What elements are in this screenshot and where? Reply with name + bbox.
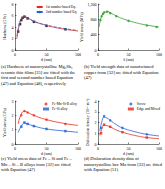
svg-text:1: 1 [12, 127, 14, 132]
svg-text:4: 4 [12, 25, 14, 30]
svg-text:0: 0 [14, 146, 16, 151]
svg-text:0: 0 [14, 52, 16, 57]
svg-text:(a) Hardness of nanocrystallin: (a) Hardness of nanocrystalline Mg₃Sb₂ [1, 64, 74, 69]
svg-text:Fe-Mn-Si-B alloy: Fe-Mn-Si-B alloy [52, 102, 77, 106]
svg-text:Screw: Screw [137, 102, 146, 106]
svg-text:3: 3 [12, 99, 14, 104]
svg-text:100: 100 [156, 146, 162, 151]
svg-text:50: 50 [127, 52, 131, 57]
svg-text:Hardness (GPa): Hardness (GPa) [2, 14, 7, 40]
svg-text:0: 0 [94, 141, 97, 147]
svg-text:1,200: 1,200 [88, 2, 97, 8]
svg-text:50: 50 [45, 146, 49, 151]
svg-text:2nd number based Eq.: 2nd number based Eq. [46, 10, 77, 14]
svg-text:100: 100 [75, 52, 81, 57]
svg-text:Yield stress (GPa): Yield stress (GPa) [2, 107, 7, 137]
svg-text:3: 3 [95, 109, 97, 114]
svg-text:Edge and Mixed: Edge and Mixed [137, 107, 160, 111]
svg-text:0: 0 [11, 141, 14, 147]
svg-text:d (nm): d (nm) [41, 151, 52, 156]
svg-text:(d) Dislocation density data o: (d) Dislocation density data of [84, 156, 140, 161]
svg-text:6: 6 [12, 13, 14, 18]
svg-text:400: 400 [91, 32, 97, 37]
svg-text:λ (nm): λ (nm) [123, 57, 134, 62]
svg-text:50: 50 [45, 52, 49, 57]
svg-text:(47): (47) [84, 75, 92, 80]
svg-text:1: 1 [95, 131, 97, 136]
svg-text:0: 0 [97, 52, 99, 57]
svg-text:(c) Yield stress data of Fe –: (c) Yield stress data of Fe – Si and Fe … [1, 156, 73, 161]
svg-text:100: 100 [75, 146, 81, 151]
svg-text:(b) Yield strength data of nan: (b) Yield strength data of nanotwinned [84, 64, 155, 69]
svg-text:Mn – Si – B alloys from [32] a: Mn – Si – B alloys from [32] are fitted [1, 162, 72, 167]
svg-text:0: 0 [97, 146, 99, 151]
svg-text:with Equation (51): with Equation (51) [84, 167, 118, 172]
svg-text:Dislocation density (10¹⁵ m⁻²): Dislocation density (10¹⁵ m⁻²) [85, 98, 90, 146]
svg-text:Yield stress (MPa): Yield stress (MPa) [79, 11, 84, 41]
svg-text:d (nm): d (nm) [123, 151, 134, 156]
svg-text:nanocrystalline bcc Mo from [3: nanocrystalline bcc Mo from [33] are fit… [84, 162, 163, 167]
svg-text:0: 0 [94, 47, 97, 53]
svg-text:2: 2 [12, 113, 14, 118]
svg-text:800: 800 [91, 17, 97, 22]
svg-text:d (nm): d (nm) [41, 57, 52, 62]
svg-text:copper from [32] are fitted wi: copper from [32] are fitted with Equatio… [84, 70, 160, 75]
svg-text:Fe-Si alloy: Fe-Si alloy [52, 107, 68, 111]
svg-text:2: 2 [95, 120, 97, 125]
svg-text:with Equation (47): with Equation (47) [1, 167, 35, 172]
svg-text:1st number based Eq.: 1st number based Eq. [46, 5, 76, 9]
svg-text:100: 100 [156, 52, 162, 57]
svg-text:4: 4 [95, 99, 97, 104]
svg-text:(47) and Equation (48), respec: (47) and Equation (48), respectively [1, 81, 67, 87]
svg-text:0: 0 [11, 47, 14, 53]
svg-text:2: 2 [12, 36, 14, 41]
svg-text:ceramic thin films [25] are fi: ceramic thin films [25] are fitted with … [1, 70, 76, 75]
svg-text:50: 50 [127, 146, 131, 151]
svg-text:first and second number based: first and second number based Equation [1, 75, 74, 80]
svg-text:8: 8 [12, 2, 14, 7]
